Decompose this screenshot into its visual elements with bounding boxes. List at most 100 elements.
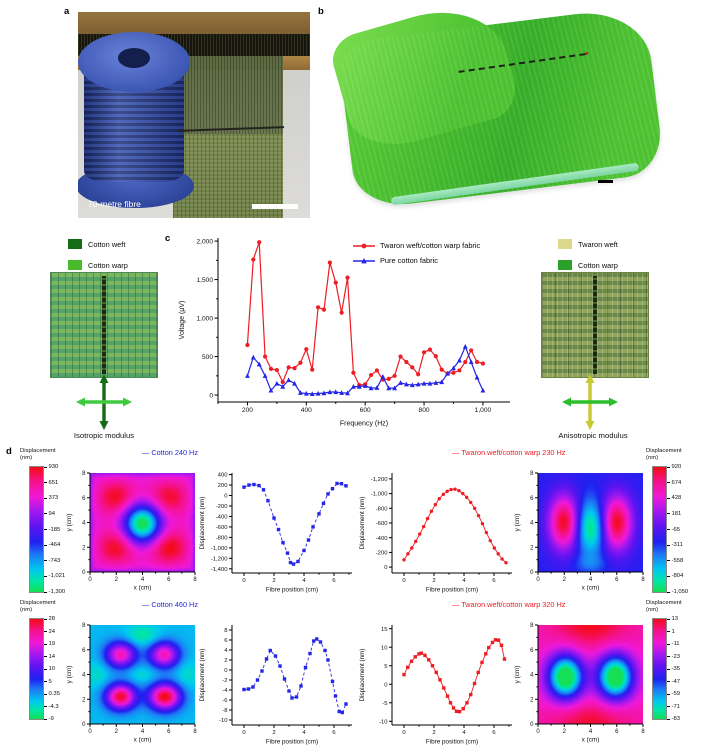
colorbar-tick: -35 [667,666,680,672]
svg-text:x (cm): x (cm) [582,584,600,591]
twaron-fabric-schematic [541,272,649,378]
svg-text:-400: -400 [376,536,389,542]
svg-text:1,500: 1,500 [196,277,213,284]
svg-text:y (cm): y (cm) [66,514,73,532]
isotropic-caption: Isotropic modulus [73,431,135,440]
svg-text:4: 4 [82,673,86,679]
svg-text:2: 2 [224,658,227,664]
svg-text:0: 0 [224,494,228,500]
svg-text:4: 4 [82,521,86,527]
colorbar-tick: 181 [667,511,681,517]
colorbar-tick: -9 [44,716,54,722]
svg-text:15: 15 [381,627,388,633]
twaron-weft-swatch [558,239,572,249]
svg-text:0: 0 [88,729,92,735]
scale-bar-b [598,180,613,183]
twaron-weft-label: Twaron weft [578,239,618,249]
svg-text:6: 6 [332,730,336,736]
colorbar-title-1: Displacement (nm) [20,448,56,462]
panel-label-a: a [64,6,70,17]
photo-caption: 70-metre fibre [88,199,141,209]
svg-text:0: 0 [384,565,388,571]
colorbar-tick: 13 [667,616,678,622]
svg-text:4: 4 [302,730,306,736]
svg-text:0: 0 [88,577,92,583]
svg-text:2: 2 [563,577,567,583]
legend-cotton-warp-right: Cotton warp [558,260,618,270]
svg-text:6: 6 [332,578,336,584]
cotton-warp-swatch [68,260,82,270]
svg-text:Frequency (Hz): Frequency (Hz) [340,421,388,428]
svg-text:4: 4 [224,648,228,654]
svg-text:8: 8 [530,471,534,477]
svg-text:600: 600 [360,407,371,414]
svg-text:6: 6 [530,496,534,502]
svg-text:-1,400: -1,400 [211,567,228,573]
colorbar-tick: -59 [667,691,680,697]
colorbar-tick: -558 [667,558,683,564]
svg-text:8: 8 [641,577,645,583]
colorbar-tick: -4.3 [44,704,59,710]
colorbar-tick: 14 [44,654,55,660]
red-line-circle-icon [353,243,375,248]
loom-wood-beam [78,12,310,34]
heatmap-twaron-320: 0 2 4 6 8 0 2 4 6 8 x (cm) y (cm) [506,614,658,748]
lineplot-cotton-460: 0 2 4 6 8 6 4 2 0 -2 -4 -6 -8 -10 Fibre position (cm) D… [196,612,360,752]
svg-text:Fibre position (cm): Fibre position (cm) [266,586,318,593]
svg-text:6: 6 [615,577,619,583]
anisotropic-caption: Anisotropic modulus [558,431,628,440]
legend-twaron-weft: Twaron weft [558,239,618,249]
colorbar-gradient [29,466,44,593]
svg-text:4: 4 [302,578,306,584]
colorbar-tick: 428 [667,495,681,501]
cotton-warp-label-right: Cotton warp [578,260,618,270]
panel-label-b: b [318,6,324,17]
svg-text:-2: -2 [222,678,227,684]
svg-text:-800: -800 [376,506,389,512]
cotton-weft-swatch [68,239,82,249]
colorbar-tick: -464 [44,542,60,548]
colorbar-twaron-320: 13 1 -11 -23 -35 -47 -59 -71 -83 [652,616,680,722]
title-cotton-460: — Cotton 460 Hz [142,600,198,609]
legend-cotton-weft: Cotton weft [68,239,125,249]
svg-text:-6: -6 [222,698,228,704]
svg-text:-10: -10 [379,719,388,725]
heatmap-cotton-240: 0 2 4 6 8 0 2 4 6 8 x (cm) y (cm) [58,462,210,596]
heatmap-canvas [538,473,643,572]
isotropic-arrows-icon [76,374,132,430]
svg-text:4: 4 [589,729,593,735]
legend-cotton-warp-left: Cotton warp [68,260,128,270]
heatmap-twaron-230: 0 2 4 6 8 0 2 4 6 8 x (cm) y (cm) [506,462,658,596]
colorbar-tick: -65 [667,527,680,533]
svg-text:2: 2 [272,730,275,736]
fabric-texture [336,5,666,211]
svg-text:x (cm): x (cm) [134,584,152,591]
svg-text:y (cm): y (cm) [66,666,73,684]
colorbar-tick: 651 [44,480,58,486]
svg-text:6: 6 [224,638,228,644]
svg-text:-1,200: -1,200 [211,556,228,562]
svg-text:2: 2 [272,578,275,584]
legend-label-cotton-fabric: Pure cotton fabric [380,256,438,265]
svg-text:Fibre position (cm): Fibre position (cm) [426,738,478,745]
colorbar-tick: -23 [667,654,680,660]
colorbar-tick: 920 [667,464,681,470]
heatmap-cotton-460: 0 2 4 6 8 0 2 4 6 8 x (cm) y (cm) [58,614,210,748]
colorbar-gradient [29,618,44,720]
svg-text:4: 4 [462,730,466,736]
svg-text:y (cm): y (cm) [514,514,521,532]
colorbar-tick: 19 [44,641,55,647]
colorbar-tick: 5 [44,679,52,685]
svg-text:200: 200 [218,483,229,489]
fibre-stitch-line-right [593,276,597,374]
colorbar-cotton-460: 28 24 19 14 10 5 0.35 -4.3 -9 [29,616,60,722]
title-cotton-240: — Cotton 240 Hz [142,448,198,457]
svg-text:6: 6 [530,648,534,654]
colorbar-title-4: Displacement (nm) [646,600,682,614]
svg-text:2: 2 [530,697,534,703]
heatmap-canvas [90,473,195,572]
cotton-warp-label: Cotton warp [88,260,128,270]
svg-text:Voltage (µV): Voltage (µV) [179,301,186,340]
anisotropic-arrows-icon [562,374,618,430]
